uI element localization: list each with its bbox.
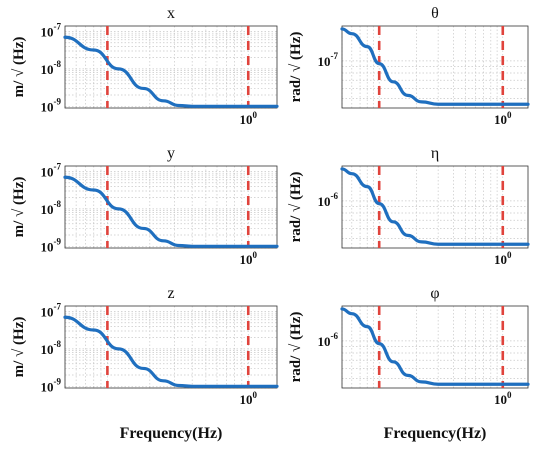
series-line-0 — [340, 167, 530, 246]
series-line-0 — [340, 307, 530, 386]
chart-panel-2: y 10-9 10-8 10-7 100 m/ √ (Hz) — [11, 145, 279, 267]
chart-panel-0: x 10-9 10-8 10-7 100 m/ √ (Hz) — [11, 5, 279, 127]
chart-title: y — [167, 145, 175, 162]
y-tick-label: 10-7 — [41, 22, 62, 40]
x-tick-label: 100 — [239, 110, 257, 127]
y-tick-label: 10-8 — [41, 199, 62, 217]
y-axis-label: m/ √ (Hz) — [11, 177, 27, 238]
chart-panel-3: η 10-6 100 rad/ √ (Hz) — [288, 145, 530, 267]
y-tick-label: 10-8 — [41, 339, 62, 357]
y-tick-label: 10-9 — [41, 96, 62, 114]
chart-title: z — [167, 285, 174, 302]
y-tick-label: 10-9 — [41, 236, 62, 254]
y-tick-label: 10-7 — [318, 51, 339, 69]
series-line-0 — [63, 35, 279, 108]
x-tick-label: 100 — [494, 250, 512, 267]
grid-lines — [341, 26, 528, 108]
grid-lines — [341, 306, 528, 388]
y-tick-label: 10-7 — [41, 162, 62, 180]
x-tick-label: 100 — [239, 250, 257, 267]
plot-frame — [64, 165, 278, 249]
grid-lines — [64, 26, 277, 109]
y-tick-label: 10-6 — [318, 331, 339, 349]
chart-title: φ — [430, 285, 439, 302]
plot-frame — [341, 305, 529, 389]
plot-frame — [64, 25, 278, 109]
chart-panel-4: z 10-9 10-8 10-7 100 m/ √ (Hz) Frequency(Hz) — [11, 285, 279, 442]
chart-title: θ — [431, 5, 439, 22]
chart-title: η — [431, 145, 439, 162]
series-line-0 — [63, 175, 279, 248]
y-axis-label: rad/ √ (Hz) — [288, 172, 304, 243]
x-axis-label: Frequency(Hz) — [384, 425, 487, 442]
grid-lines — [341, 166, 528, 248]
grid-lines — [64, 166, 277, 249]
y-axis-label: m/ √ (Hz) — [11, 37, 27, 98]
plot-frame — [341, 165, 529, 249]
y-tick-label: 10-6 — [318, 191, 339, 209]
y-axis-label: rad/ √ (Hz) — [288, 312, 304, 383]
y-tick-label: 10-7 — [41, 302, 62, 320]
y-tick-label: 10-9 — [41, 376, 62, 394]
plot-frame — [341, 25, 529, 109]
x-tick-label: 100 — [239, 390, 257, 407]
x-axis-label: Frequency(Hz) — [120, 425, 223, 442]
y-tick-label: 10-8 — [41, 59, 62, 77]
chart-panel-1: θ 10-7 100 rad/ √ (Hz) — [288, 5, 530, 127]
y-axis-label: m/ √ (Hz) — [11, 317, 27, 378]
grid-lines — [64, 306, 277, 389]
chart-title: x — [167, 5, 175, 22]
y-axis-label: rad/ √ (Hz) — [288, 32, 304, 103]
series-line-0 — [63, 315, 279, 388]
series-line-0 — [340, 27, 530, 106]
x-tick-label: 100 — [494, 110, 512, 127]
chart-panel-5: φ 10-6 100 rad/ √ (Hz) Frequency(Hz) — [288, 285, 530, 442]
plot-frame — [64, 305, 278, 389]
x-tick-label: 100 — [494, 390, 512, 407]
